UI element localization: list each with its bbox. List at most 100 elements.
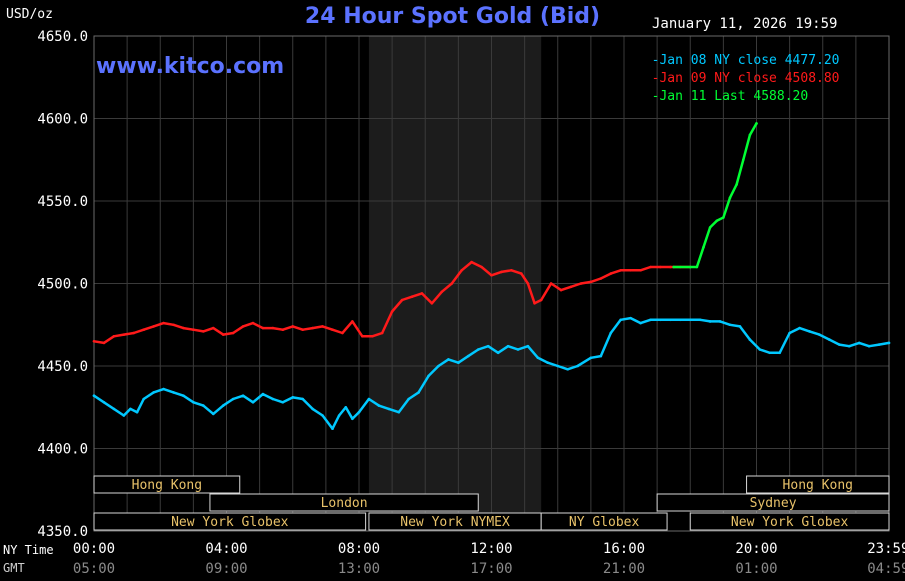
data-point xyxy=(417,391,420,394)
data-point xyxy=(629,269,632,272)
data-point xyxy=(559,288,563,292)
market-session-box xyxy=(540,512,668,531)
data-point xyxy=(539,298,543,302)
data-point xyxy=(867,344,871,348)
series-2 xyxy=(672,122,758,269)
x-tick-label-ny: 23:59 xyxy=(867,541,905,557)
data-point xyxy=(506,344,510,348)
data-point xyxy=(847,344,851,348)
data-point xyxy=(467,354,470,358)
market-session-label: New York Globex xyxy=(731,515,849,530)
data-point xyxy=(672,265,675,269)
y-tick-label: 4500.0 xyxy=(37,277,88,293)
data-point xyxy=(818,333,821,336)
data-point xyxy=(241,394,245,398)
data-point xyxy=(718,320,722,323)
data-point xyxy=(129,407,132,411)
data-point xyxy=(152,391,155,394)
data-point xyxy=(271,326,275,330)
data-point xyxy=(838,343,841,346)
data-point xyxy=(122,414,126,417)
data-point xyxy=(241,325,245,328)
x-tick-label-gmt: 09:00 xyxy=(205,561,247,577)
data-point xyxy=(281,328,285,332)
data-point xyxy=(261,326,265,330)
data-point xyxy=(357,410,361,414)
data-point xyxy=(768,351,772,355)
data-point xyxy=(447,358,450,361)
data-point xyxy=(669,265,672,269)
series-line xyxy=(672,122,758,269)
market-session-label: Hong Kong xyxy=(132,478,202,493)
data-point xyxy=(828,338,831,341)
data-point xyxy=(715,219,719,223)
data-point xyxy=(135,410,139,414)
chart-title: 24 Hour Spot Gold (Bid) xyxy=(304,4,601,29)
data-point xyxy=(437,364,440,368)
data-point xyxy=(400,298,404,302)
market-session-label: New York Globex xyxy=(171,515,289,530)
data-point xyxy=(609,331,613,335)
data-point xyxy=(722,216,725,219)
data-point xyxy=(619,318,622,322)
x-tick-label-ny: 04:00 xyxy=(205,541,247,557)
data-point xyxy=(321,325,324,328)
data-point xyxy=(778,351,781,355)
market-session-label: Sydney xyxy=(750,496,797,511)
data-point xyxy=(599,354,603,358)
data-point xyxy=(397,410,401,414)
series-line xyxy=(92,260,692,345)
data-point xyxy=(516,348,520,351)
data-point xyxy=(738,325,742,328)
series-1 xyxy=(92,260,692,345)
data-point xyxy=(649,318,652,322)
data-point xyxy=(367,397,371,401)
y-tick-label: 4650.0 xyxy=(37,29,88,45)
legend-label: Jan 11 Last 4588.20 xyxy=(659,89,809,104)
data-point xyxy=(331,328,334,332)
data-point xyxy=(688,318,692,322)
data-point xyxy=(735,183,738,186)
data-point xyxy=(609,272,613,275)
timestamp: January 11, 2026 19:59 xyxy=(652,16,838,32)
data-point xyxy=(211,412,215,416)
data-point xyxy=(387,407,391,411)
data-point xyxy=(281,401,285,404)
data-point xyxy=(569,285,573,289)
data-point xyxy=(748,338,752,341)
data-point xyxy=(708,226,712,229)
data-point xyxy=(688,265,692,269)
data-point xyxy=(231,397,235,401)
data-point xyxy=(728,196,732,199)
x-tick-label-ny: 16:00 xyxy=(603,541,645,557)
data-point xyxy=(92,394,96,398)
data-point xyxy=(202,330,205,333)
legend-marker: - xyxy=(651,89,660,104)
x-tick-label-gmt: 21:00 xyxy=(603,561,645,577)
data-point xyxy=(361,335,364,338)
data-point xyxy=(496,351,500,355)
market-session-box xyxy=(209,493,479,512)
data-point xyxy=(526,344,530,348)
market-session-label: Hong Kong xyxy=(783,478,853,493)
data-point xyxy=(344,405,348,409)
data-point xyxy=(301,397,304,401)
legend-label: Jan 08 NY close 4477.20 xyxy=(659,53,840,68)
data-point xyxy=(380,331,384,335)
data-point xyxy=(639,321,642,325)
data-point xyxy=(599,277,603,280)
data-point xyxy=(526,282,530,285)
data-point xyxy=(549,282,553,285)
legend-marker: - xyxy=(651,53,660,68)
data-point xyxy=(172,323,175,327)
data-point xyxy=(440,290,444,294)
data-point xyxy=(457,361,460,365)
data-point xyxy=(460,269,463,272)
data-point xyxy=(142,397,145,401)
data-point xyxy=(490,273,493,277)
data-point xyxy=(211,326,215,330)
market-session-box xyxy=(93,475,241,494)
data-point xyxy=(649,265,652,269)
plot-frame xyxy=(93,35,890,532)
data-point xyxy=(470,260,473,264)
